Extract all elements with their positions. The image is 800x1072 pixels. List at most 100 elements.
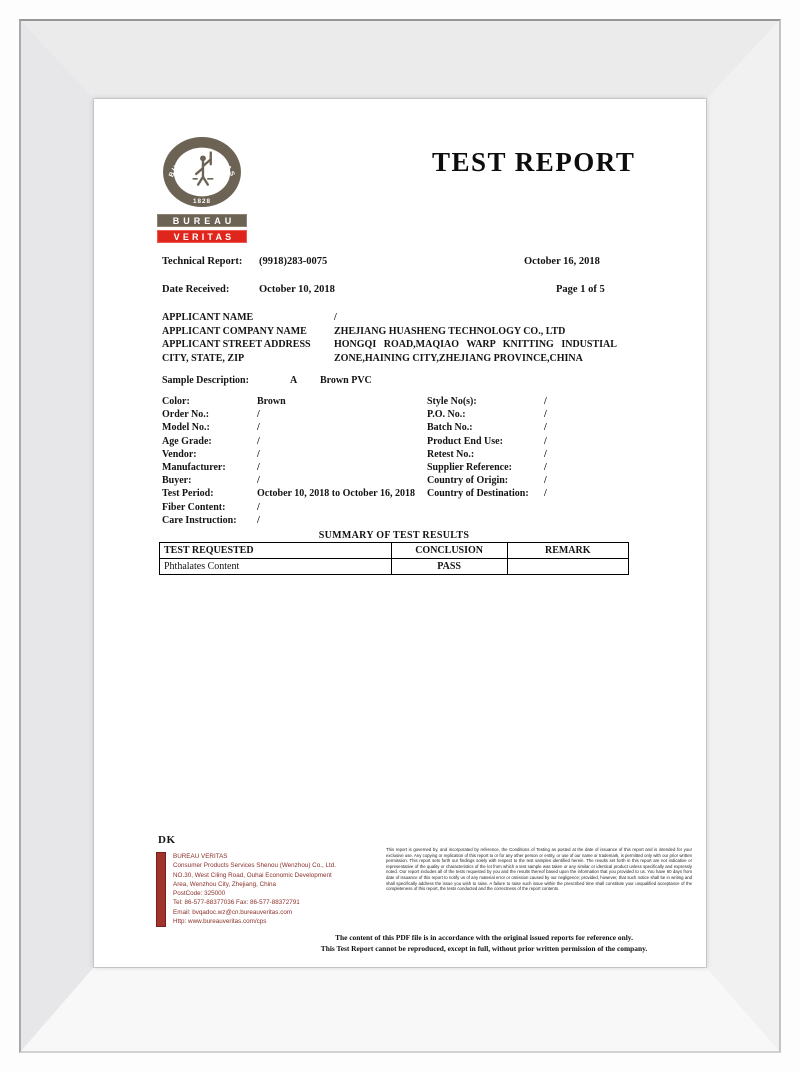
applicant-street-label: APPLICANT STREET ADDRESS xyxy=(162,339,311,350)
summary-test-requested-value: Phthalates Content xyxy=(159,558,392,575)
applicant-company-label: APPLICANT COMPANY NAME xyxy=(162,325,307,337)
technical-report-label: Technical Report: xyxy=(162,256,243,267)
page-number: Page 1 of 5 xyxy=(556,284,605,295)
buyer-value: / xyxy=(257,475,260,487)
company-line: Tel: 86-577-88377036 Fax: 86-577-8837279… xyxy=(173,899,300,907)
field-row: Style No(s): / xyxy=(427,395,642,408)
fields-left-column: Color: Brown Order No.: / Model No.: / Age … xyxy=(162,395,422,527)
vendor-value: / xyxy=(257,448,260,460)
summary-header-remark: REMARK xyxy=(506,542,629,559)
field-row: Order No.: / xyxy=(162,408,422,421)
field-row: Product End Use: / xyxy=(427,435,642,448)
care-instruction-value: / xyxy=(257,514,260,526)
test-report-page: BUREAU VERITAS 1828 BUREAU VERITAS xyxy=(94,99,706,967)
summary-data-row: Phthalates Content PASS xyxy=(159,558,629,575)
field-row: Country of Destination: / xyxy=(427,487,642,500)
field-row: Retest No.: / xyxy=(427,448,642,461)
care-instruction-label: Care Instruction: xyxy=(162,514,237,526)
summary-conclusion-value: PASS xyxy=(390,558,508,575)
product-end-use-label: Product End Use: xyxy=(427,435,503,447)
style-no-label: Style No(s): xyxy=(427,396,477,407)
field-row: Supplier Reference: / xyxy=(427,461,642,474)
retest-no-label: Retest No.: xyxy=(427,448,475,460)
field-row: Care Instruction: / xyxy=(162,514,422,527)
summary-table: TEST REQUESTED CONCLUSION REMARK Phthala… xyxy=(159,542,629,575)
batch-no-value: / xyxy=(544,422,547,434)
po-no-label: P.O. No.: xyxy=(427,409,466,421)
fiber-content-label: Fiber Content: xyxy=(162,501,226,513)
applicant-street-value: HONGQI ROAD,MAQIAO WARP KNITTING INDUSTI… xyxy=(334,339,617,350)
applicant-city-value: ZONE,HAINING CITY,ZHEJIANG PROVINCE,CHIN… xyxy=(334,352,583,364)
summary-title: SUMMARY OF TEST RESULTS xyxy=(318,530,470,541)
applicant-row: APPLICANT COMPANY NAME ZHEJIANG HUASHENG… xyxy=(162,325,640,339)
company-address-block: BUREAU VERITAS Consumer Products Service… xyxy=(173,852,408,926)
age-grade-label: Age Grade: xyxy=(162,435,212,447)
buyer-label: Buyer: xyxy=(162,475,192,487)
company-line: BUREAU VERITAS xyxy=(173,853,228,860)
field-row: Batch No.: / xyxy=(427,421,642,434)
page-title: TEST REPORT xyxy=(432,147,636,177)
logo-veritas-bar: VERITAS xyxy=(157,230,247,243)
test-period-label: Test Period: xyxy=(162,488,214,500)
footer-red-bar xyxy=(156,852,166,927)
applicant-row: CITY, STATE, ZIP ZONE,HAINING CITY,ZHEJI… xyxy=(162,352,640,366)
vendor-label: Vendor: xyxy=(162,448,197,460)
field-row: P.O. No.: / xyxy=(427,408,642,421)
applicant-city-label: CITY, STATE, ZIP xyxy=(162,352,245,364)
style-no-value: / xyxy=(544,396,547,407)
summary-header-test-requested: TEST REQUESTED xyxy=(159,542,392,559)
emblem-year-text: 1828 xyxy=(193,198,211,205)
applicant-name-label: APPLICANT NAME xyxy=(162,312,254,323)
country-origin-label: Country of Origin: xyxy=(427,475,509,487)
company-line: Email: bvqadoc.wz@cn.bureauveritas.com xyxy=(173,908,293,916)
model-no-value: / xyxy=(257,422,260,434)
field-row: Model No.: / xyxy=(162,421,422,434)
field-row: Test Period: October 10, 2018 to October … xyxy=(162,487,422,500)
company-line: Consumer Products Services Shenou (Wenzh… xyxy=(173,862,336,870)
sample-description-label: Sample Description: xyxy=(162,375,249,386)
emblem-figure xyxy=(192,151,214,186)
company-line: NO.30, West Ciling Road, Ouhai Economic … xyxy=(173,871,332,879)
fields-right-column: Style No(s): / P.O. No.: / Batch No.: / Pro… xyxy=(427,395,642,501)
company-line: Http: www.bureauveritas.com/cps xyxy=(173,918,267,926)
supplier-reference-label: Supplier Reference: xyxy=(427,462,512,474)
field-row: Country of Origin: / xyxy=(427,474,642,487)
summary-header-conclusion: CONCLUSION xyxy=(390,542,508,559)
batch-no-label: Batch No.: xyxy=(427,422,473,434)
color-value: Brown xyxy=(257,396,286,407)
age-grade-value: / xyxy=(257,435,260,447)
country-origin-value: / xyxy=(544,475,547,487)
field-row: Manufacturer: / xyxy=(162,461,422,474)
summary-remark-value xyxy=(506,558,629,575)
manufacturer-value: / xyxy=(257,462,260,474)
applicant-name-value: / xyxy=(334,312,337,323)
retest-no-value: / xyxy=(544,448,547,460)
fiber-content-value: / xyxy=(257,501,260,513)
order-no-label: Order No.: xyxy=(162,409,210,421)
applicant-row: APPLICANT NAME / xyxy=(162,311,640,325)
date-received-label: Date Received: xyxy=(162,284,230,295)
report-footnote: The content of this PDF file is in accor… xyxy=(254,932,714,954)
logo-bureau-bar: BUREAU xyxy=(157,214,247,227)
field-row: Buyer: / xyxy=(162,474,422,487)
sample-value: Brown PVC xyxy=(320,375,372,386)
po-no-value: / xyxy=(544,409,547,421)
country-destination-value: / xyxy=(544,488,547,500)
applicant-row: APPLICANT STREET ADDRESS HONGQI ROAD,MAQ… xyxy=(162,338,640,352)
company-line: Area, Wenzhou City, Zhejiang, China xyxy=(173,880,277,888)
applicant-company-value: ZHEJIANG HUASHENG TECHNOLOGY CO., LTD xyxy=(334,325,566,337)
country-destination-label: Country of Destination: xyxy=(427,488,529,500)
manufacturer-label: Manufacturer: xyxy=(162,462,226,474)
product-end-use-value: / xyxy=(544,435,547,447)
technical-report-value: (9918)283-0075 xyxy=(259,256,328,267)
order-no-value: / xyxy=(257,409,260,421)
company-line: PostCode: 325000 xyxy=(173,890,226,898)
conditions-of-testing-disclaimer: This report is governed by, and incorpor… xyxy=(386,847,692,892)
summary-header-row: TEST REQUESTED CONCLUSION REMARK xyxy=(159,542,629,559)
supplier-reference-value: / xyxy=(544,462,547,474)
issue-date: October 16, 2018 xyxy=(524,256,600,267)
bureau-veritas-logo: BUREAU VERITAS 1828 BUREAU VERITAS xyxy=(157,135,247,243)
reviewer-initials: DK xyxy=(158,834,176,846)
field-row: Age Grade: / xyxy=(162,435,422,448)
